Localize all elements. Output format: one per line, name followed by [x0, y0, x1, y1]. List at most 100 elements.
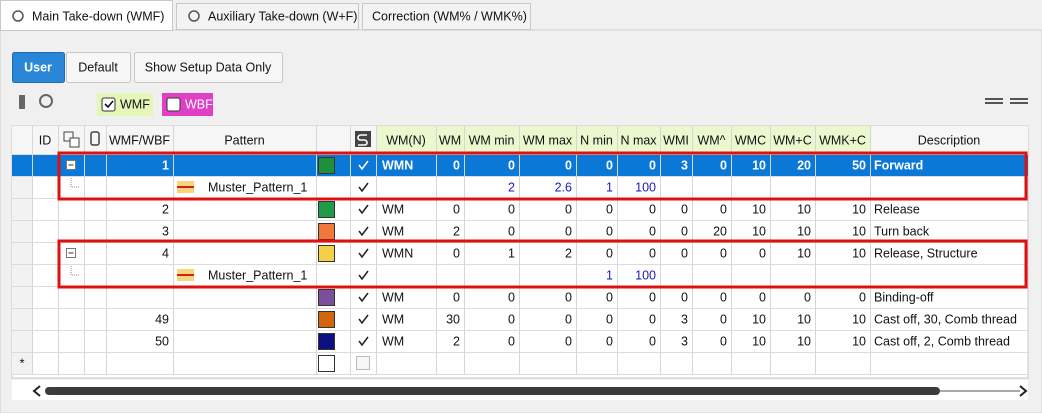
color-swatch[interactable] — [318, 245, 335, 262]
value-cell[interactable]: 10 — [852, 202, 866, 216]
wmf-wbf[interactable]: 1 — [162, 158, 169, 172]
value-cell[interactable]: 0 — [720, 246, 727, 260]
active-check[interactable] — [358, 336, 369, 347]
description[interactable]: Binding-off — [874, 290, 934, 304]
column-header[interactable]: WM(N) — [386, 133, 426, 147]
column-header[interactable]: Description — [918, 133, 981, 147]
value-cell[interactable]: 0 — [720, 202, 727, 216]
tab[interactable] — [176, 3, 359, 30]
value-cell[interactable]: 10 — [752, 312, 766, 326]
wm-n[interactable]: WM — [382, 312, 404, 326]
value-cell[interactable]: 0 — [649, 158, 656, 172]
wmf-wbf[interactable]: 50 — [155, 334, 169, 348]
button-label[interactable]: User — [24, 60, 52, 74]
checkbox[interactable] — [166, 97, 181, 112]
value-cell[interactable]: 0 — [606, 158, 613, 172]
wm-n[interactable]: WMN — [382, 158, 413, 172]
value-cell[interactable]: 10 — [852, 224, 866, 238]
scroll-left[interactable] — [32, 385, 41, 397]
scroll-thumb[interactable] — [45, 387, 940, 395]
color-swatch[interactable] — [318, 289, 335, 306]
description[interactable]: Forward — [874, 158, 923, 172]
column-header[interactable]: ID — [39, 133, 52, 147]
value-cell[interactable]: 10 — [797, 312, 811, 326]
column-header[interactable]: N max — [620, 133, 657, 147]
column-header[interactable]: Pattern — [224, 133, 264, 147]
value-cell[interactable]: 10 — [852, 334, 866, 348]
column-header[interactable]: WM — [439, 133, 461, 147]
column-header[interactable]: WM^ — [697, 133, 725, 147]
active-check[interactable] — [358, 160, 369, 171]
description[interactable]: Turn back — [874, 224, 930, 238]
tab[interactable] — [362, 3, 531, 30]
active-check[interactable] — [358, 182, 369, 193]
value-cell[interactable]: 0 — [565, 334, 572, 348]
value-cell[interactable]: 10 — [797, 202, 811, 216]
button[interactable] — [134, 52, 283, 83]
value-cell[interactable]: 50 — [852, 158, 866, 172]
active-check[interactable] — [358, 314, 369, 325]
new-row-marker[interactable]: * — [20, 356, 25, 370]
color-swatch[interactable] — [318, 333, 335, 350]
value-cell[interactable]: 3 — [681, 312, 688, 326]
value-cell[interactable]: 0 — [649, 246, 656, 260]
value-cell[interactable]: 0 — [606, 224, 613, 238]
tab-label[interactable]: Auxiliary Take-down (W+F) — [208, 9, 357, 23]
value-cell[interactable]: 10 — [752, 334, 766, 348]
scroll-right[interactable] — [1019, 385, 1028, 397]
value-cell[interactable]: 0 — [720, 334, 727, 348]
value-cell[interactable]: 1 — [606, 180, 613, 194]
view-icon[interactable] — [1010, 98, 1028, 100]
wmf-wbf[interactable]: 2 — [162, 202, 169, 216]
value-cell[interactable]: 0 — [720, 158, 727, 172]
wmf-wbf[interactable]: 3 — [162, 224, 169, 238]
value-cell[interactable]: 0 — [606, 290, 613, 304]
value-cell[interactable]: 10 — [752, 202, 766, 216]
description[interactable]: Release, Structure — [874, 246, 978, 260]
value-cell[interactable]: 0 — [606, 334, 613, 348]
value-cell[interactable]: 0 — [759, 290, 766, 304]
value-cell[interactable]: 0 — [565, 158, 572, 172]
wm-n[interactable]: WM — [382, 202, 404, 216]
column-header[interactable]: WMC — [735, 133, 766, 147]
value-cell[interactable]: 0 — [453, 158, 460, 172]
filter-label[interactable]: WMF — [120, 97, 150, 111]
row-selected[interactable] — [32, 154, 1028, 176]
value-cell[interactable]: 0 — [649, 334, 656, 348]
column-header[interactable]: N min — [580, 133, 613, 147]
button-label[interactable]: Default — [78, 60, 118, 74]
filter-label[interactable]: WBF — [185, 97, 213, 111]
value-cell[interactable]: 0 — [606, 246, 613, 260]
value-cell[interactable]: 0 — [681, 224, 688, 238]
value-cell[interactable]: 0 — [649, 224, 656, 238]
value-cell[interactable]: 0 — [859, 290, 866, 304]
wm-n[interactable]: WMN — [382, 246, 413, 260]
value-cell[interactable]: 10 — [752, 158, 766, 172]
column-header[interactable]: WMK+C — [819, 133, 866, 147]
pattern[interactable]: Muster_Pattern_1 — [208, 268, 307, 282]
value-cell[interactable]: 20 — [797, 158, 811, 172]
value-cell[interactable]: 0 — [508, 334, 515, 348]
color-swatch[interactable] — [318, 311, 335, 328]
color-swatch[interactable] — [318, 157, 335, 174]
checkbox[interactable] — [101, 97, 116, 112]
value-cell[interactable]: 0 — [720, 290, 727, 304]
description[interactable]: Cast off, 30, Comb thread — [874, 312, 1017, 326]
value-cell[interactable]: 30 — [446, 312, 460, 326]
value-cell[interactable]: 0 — [508, 312, 515, 326]
button[interactable] — [12, 52, 65, 83]
view-icon[interactable] — [985, 98, 1003, 100]
wm-n[interactable]: WM — [382, 334, 404, 348]
value-cell[interactable]: 0 — [681, 246, 688, 260]
value-cell[interactable]: 0 — [508, 224, 515, 238]
value-cell[interactable]: 0 — [508, 290, 515, 304]
tool-icon[interactable] — [39, 94, 53, 108]
column-header[interactable]: WM+C — [773, 133, 812, 147]
color-swatch[interactable] — [318, 223, 335, 240]
column-header[interactable]: WM max — [523, 133, 573, 147]
value-cell[interactable]: 0 — [453, 290, 460, 304]
value-cell[interactable]: 0 — [565, 290, 572, 304]
tab[interactable] — [0, 0, 173, 31]
value-cell[interactable]: 1 — [508, 246, 515, 260]
active-check[interactable] — [358, 226, 369, 237]
